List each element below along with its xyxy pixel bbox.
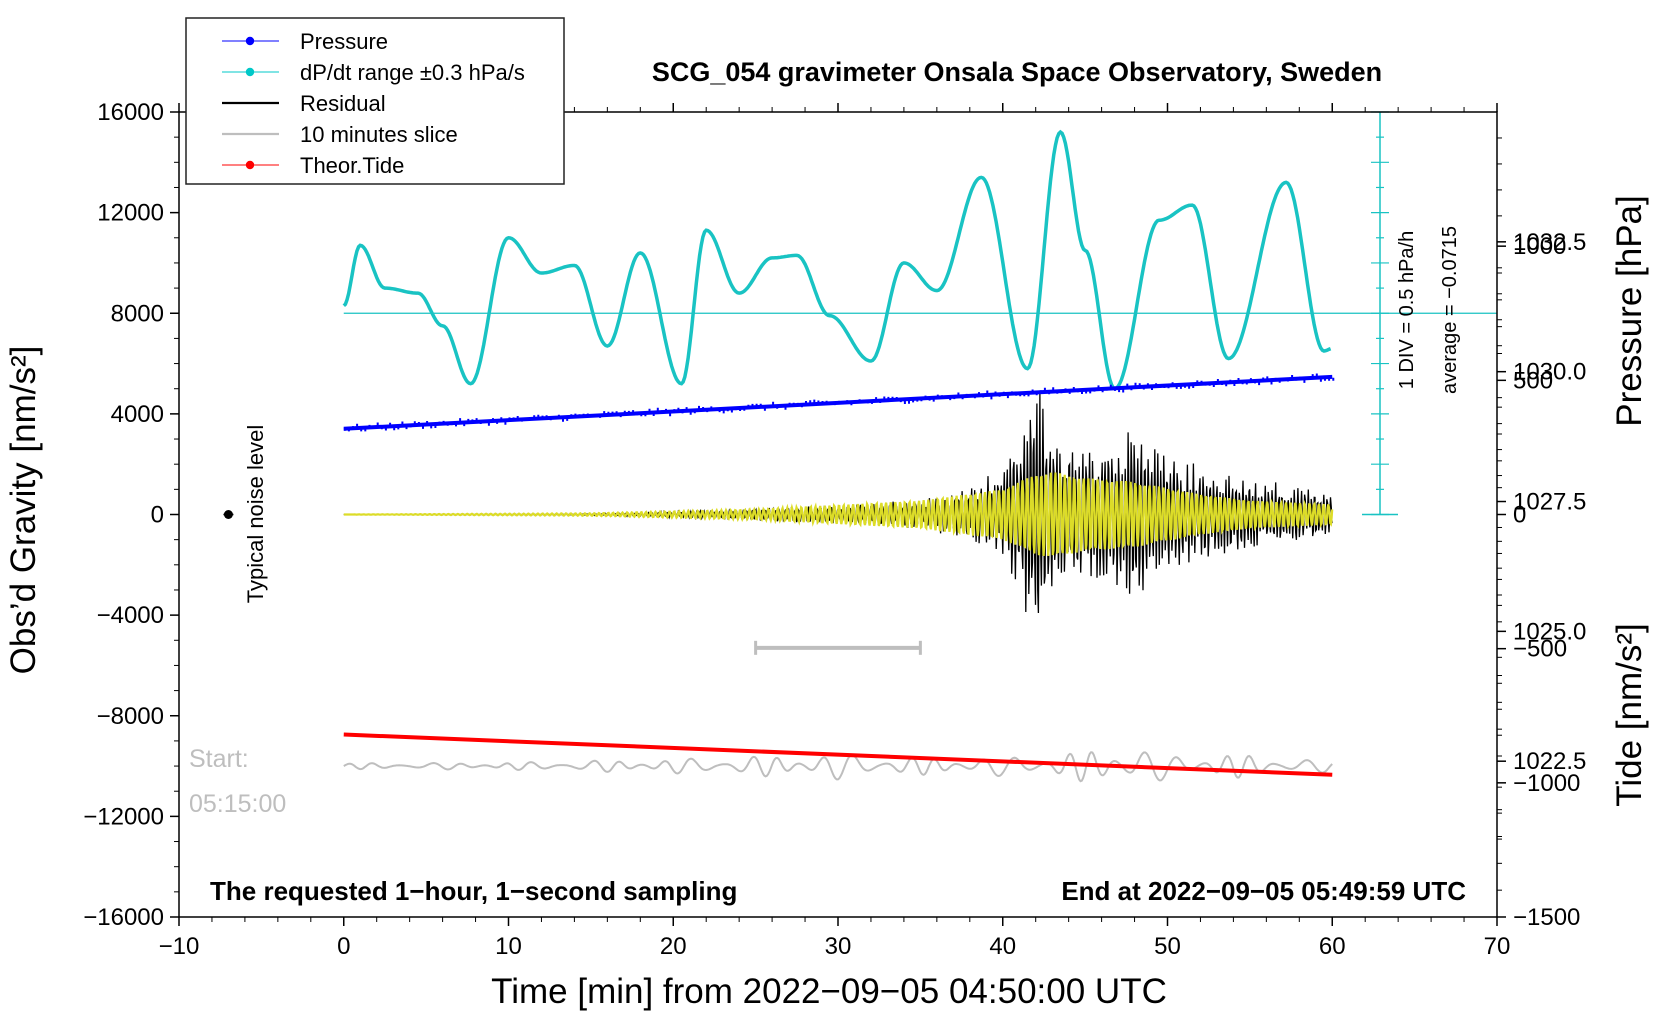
legend: Pressure dP/dt range ±0.3 hPa/s Residual… (185, 17, 565, 185)
noise-level-label: Typical noise level (243, 425, 268, 604)
series-dpdt (342, 129, 1332, 391)
sampling-note: The requested 1−hour, 1−second sampling (210, 876, 737, 906)
legend-label-pressure: Pressure (300, 29, 388, 54)
legend-label-tide: Theor.Tide (300, 153, 404, 178)
y-pressure-tick-label: 1030.0 (1513, 359, 1586, 386)
x-tick-label: −10 (159, 933, 200, 960)
tide-axis-label: Tide [nm/s²] (1610, 623, 1649, 806)
y-tide-tick-label: −500 (1513, 636, 1567, 663)
series-theor-tide (343, 732, 1333, 777)
legend-swatch-dot (245, 160, 255, 170)
x-tick-label: 50 (1154, 933, 1181, 960)
y-left-tick-label: 16000 (97, 99, 164, 126)
y-left-tick-label: 12000 (97, 200, 164, 227)
series-filtered-residual (343, 472, 1334, 556)
legend-label-residual: Residual (300, 91, 386, 116)
x-tick-label: 20 (660, 933, 687, 960)
y-pressure-tick-label: 1027.5 (1513, 489, 1586, 516)
pressure-axis-label: Pressure [hPa] (1610, 195, 1649, 427)
end-time-note: End at 2022−09−05 05:49:59 UTC (1061, 876, 1466, 906)
x-tick-label: 40 (989, 933, 1016, 960)
x-axis-label: Time [min] from 2022−09−05 04:50:00 UTC (491, 972, 1167, 1011)
average-label: average = −0.0715 (1439, 226, 1461, 394)
legend-swatch-dot (245, 36, 255, 46)
series-pressure-points (343, 373, 1335, 432)
y-tide-tick-label: 0 (1513, 502, 1526, 529)
slice-bar (754, 640, 922, 655)
left-axis-label: Obs’d Gravity [nm/s²] (4, 346, 43, 675)
legend-box (185, 17, 565, 185)
y-left-tick-label: −12000 (83, 803, 164, 830)
x-tick-label: 30 (825, 933, 852, 960)
y-left-tick-label: 0 (151, 502, 164, 529)
y-tide-tick-label: −1500 (1513, 904, 1580, 931)
start-time-label: 05:15:00 (189, 790, 286, 818)
x-tick-label: 0 (337, 933, 350, 960)
y-pressure-tick-label: 1032.5 (1513, 229, 1586, 256)
y-left-tick-label: −4000 (97, 602, 164, 629)
legend-label-slice: 10 minutes slice (300, 122, 458, 147)
y-pressure-tick-label: 1022.5 (1513, 748, 1586, 775)
x-tick-label: 10 (495, 933, 522, 960)
start-label: Start: (189, 745, 249, 773)
legend-swatch-dot (245, 67, 255, 77)
y-left-tick-label: −16000 (83, 904, 164, 931)
dpdt-scale (1362, 111, 1398, 516)
chart-title: SCG_054 gravimeter Onsala Space Observat… (652, 57, 1382, 87)
y-left-tick-label: 4000 (111, 401, 164, 428)
y-tide-tick-label: 1000 (1513, 233, 1566, 260)
y-tide-tick-label: 500 (1513, 367, 1553, 394)
y-left-tick-label: −8000 (97, 703, 164, 730)
x-tick-label: 70 (1484, 933, 1511, 960)
x-tick-label: 60 (1319, 933, 1346, 960)
y-left-tick-label: 8000 (111, 300, 164, 327)
div-label: 1 DIV = 0.5 hPa/h (1396, 231, 1418, 389)
y-tide-tick-label: −1000 (1513, 770, 1580, 797)
y-pressure-tick-label: 1025.0 (1513, 618, 1586, 645)
legend-label-dpdt: dP/dt range ±0.3 hPa/s (300, 60, 525, 85)
